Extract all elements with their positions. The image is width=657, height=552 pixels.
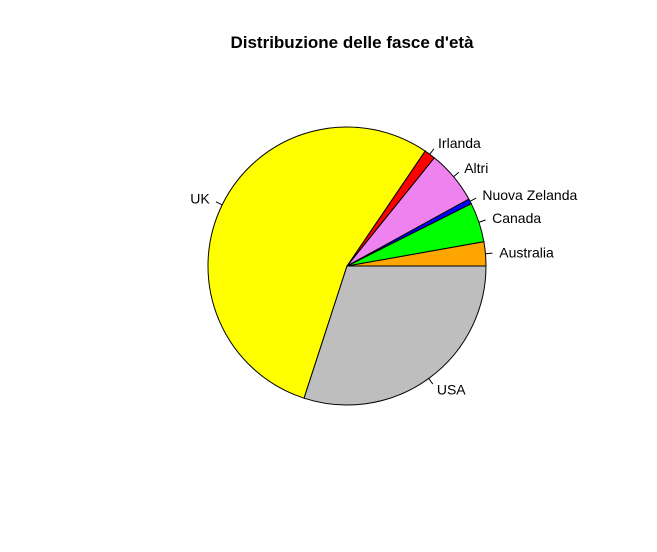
slices-layer xyxy=(207,126,487,406)
pie-slice-uk xyxy=(207,126,426,399)
slice-label-usa: USA xyxy=(437,382,466,398)
slice-label-australia: Australia xyxy=(499,245,554,261)
slice-label-nuova-zelanda: Nuova Zelanda xyxy=(482,187,577,203)
pie-slice-usa xyxy=(303,265,487,406)
labels-layer: Australia Canada Nuova Zelanda Altri Irlanda… xyxy=(190,135,577,398)
leader-line-canada xyxy=(478,219,486,223)
leader-line-nuova-zelanda xyxy=(469,197,477,202)
chart-title: Distribuzione delle fasce d'età xyxy=(230,33,474,52)
slice-label-altri: Altri xyxy=(464,160,488,176)
slice-label-canada: Canada xyxy=(492,210,541,226)
leader-line-altri xyxy=(453,171,460,178)
leader-line-uk xyxy=(215,201,223,206)
leader-line-usa xyxy=(428,378,434,385)
slice-label-uk: UK xyxy=(190,191,210,207)
slice-label-irlanda: Irlanda xyxy=(438,135,481,151)
leader-line-irlanda xyxy=(429,148,435,155)
leader-line-australia xyxy=(485,252,493,255)
